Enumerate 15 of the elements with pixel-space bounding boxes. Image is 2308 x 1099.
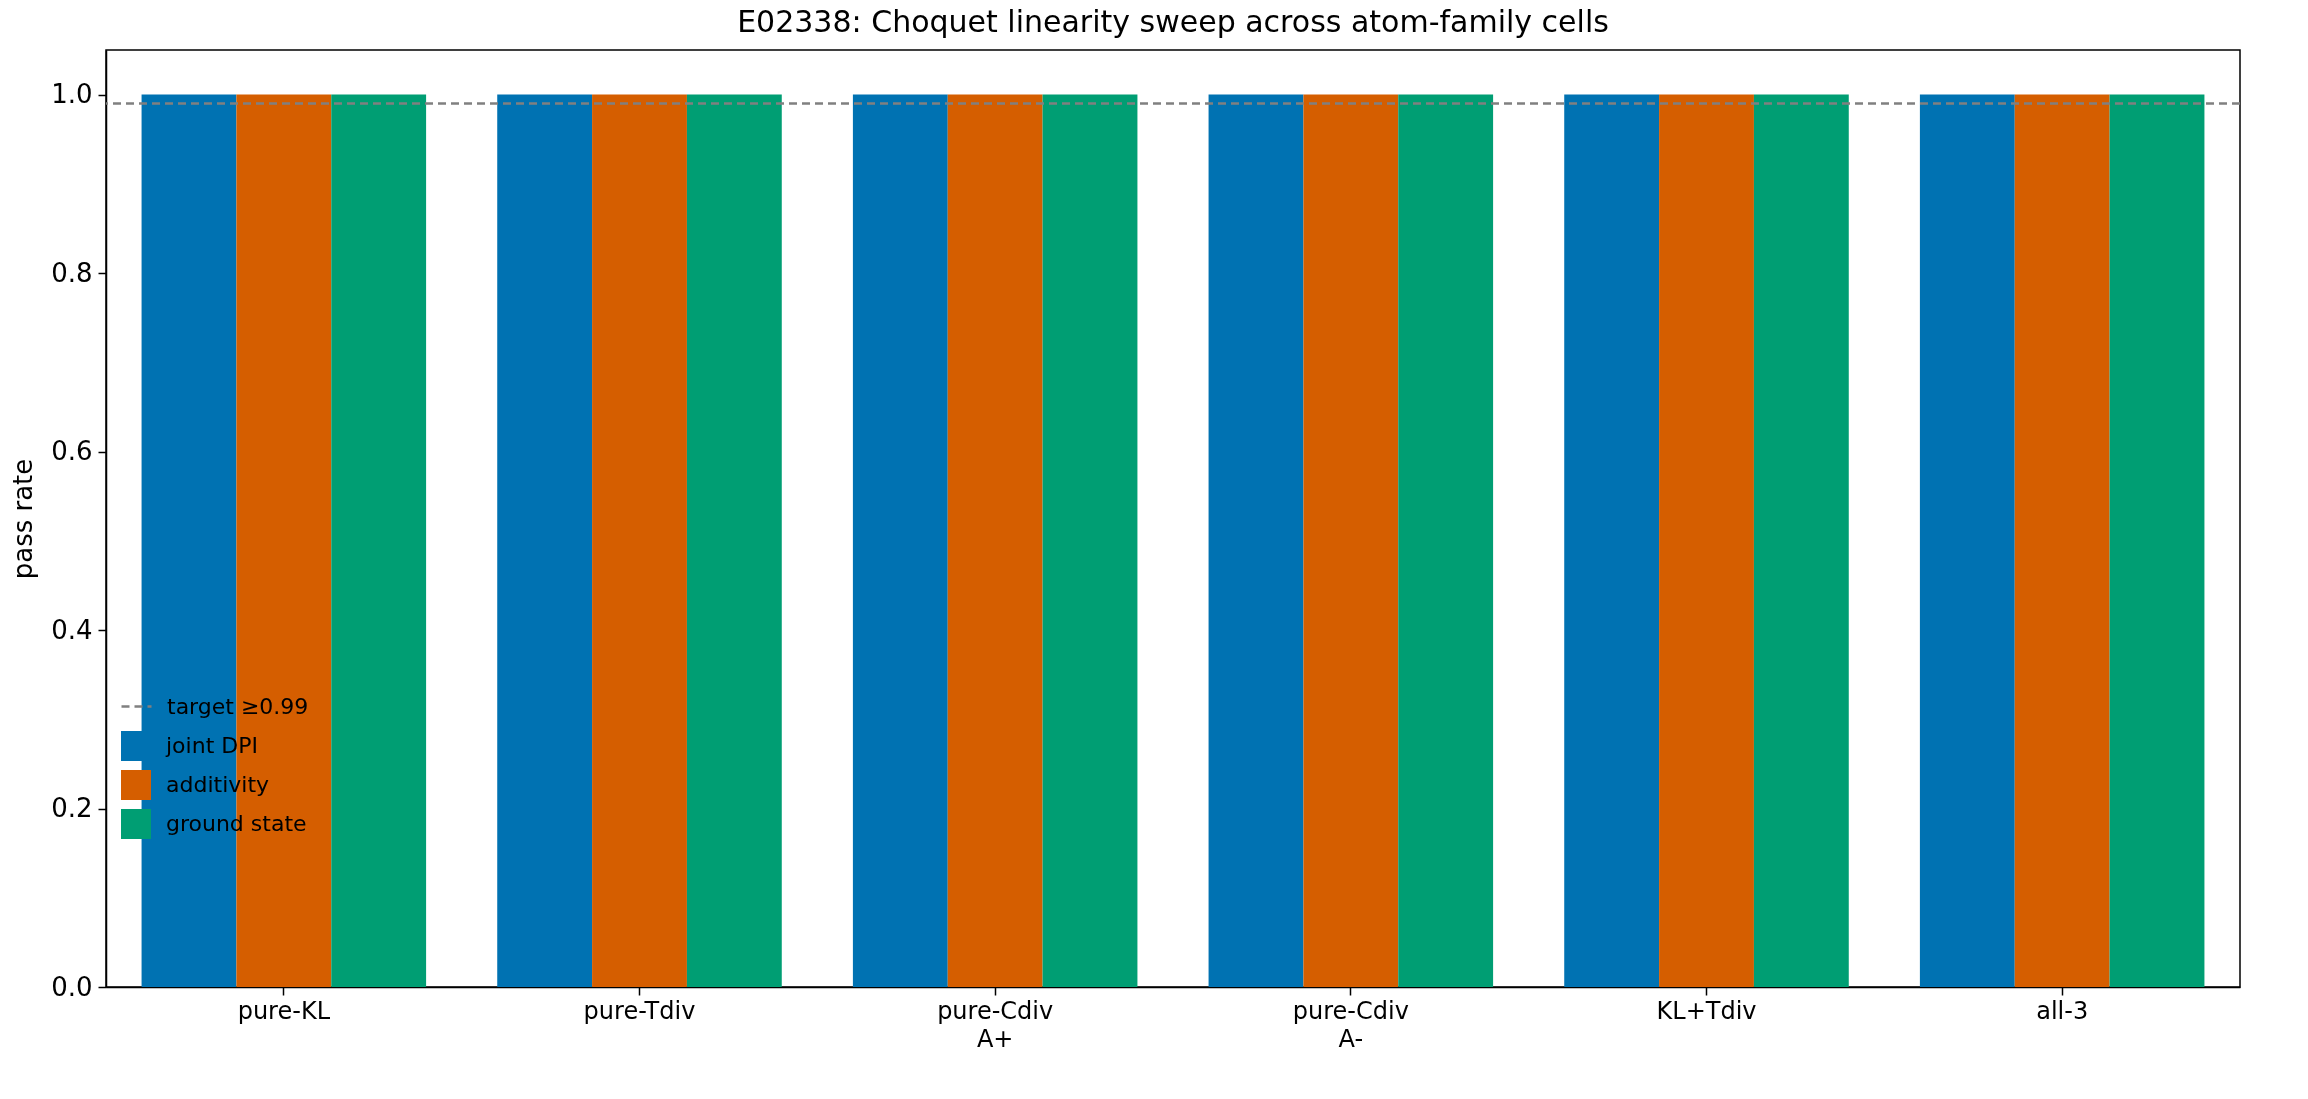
y-tick-label: 0.4 bbox=[51, 614, 93, 645]
x-tick-label: pure-KL bbox=[237, 996, 331, 1025]
x-tick-label: pure-Cdiv A- bbox=[1292, 996, 1409, 1053]
y-axis-title: pass rate bbox=[8, 458, 39, 580]
x-tick-label: pure-Tdiv bbox=[583, 996, 696, 1025]
x-tick-label: pure-Cdiv A+ bbox=[937, 996, 1054, 1053]
y-tick-label: 0.6 bbox=[51, 436, 93, 467]
x-tick-label: all-3 bbox=[2036, 996, 2089, 1025]
legend-label: target ≥0.99 bbox=[167, 693, 309, 719]
y-tick-label: 1.0 bbox=[51, 79, 93, 110]
y-tick-label: 0.2 bbox=[51, 793, 93, 824]
x-tick-label: KL+Tdiv bbox=[1656, 996, 1757, 1025]
y-tick-label: 0.0 bbox=[51, 971, 93, 1002]
chart-title: E02338: Choquet linearity sweep across atom-family cells bbox=[737, 4, 1609, 39]
y-tick-label: 0.8 bbox=[51, 257, 93, 288]
